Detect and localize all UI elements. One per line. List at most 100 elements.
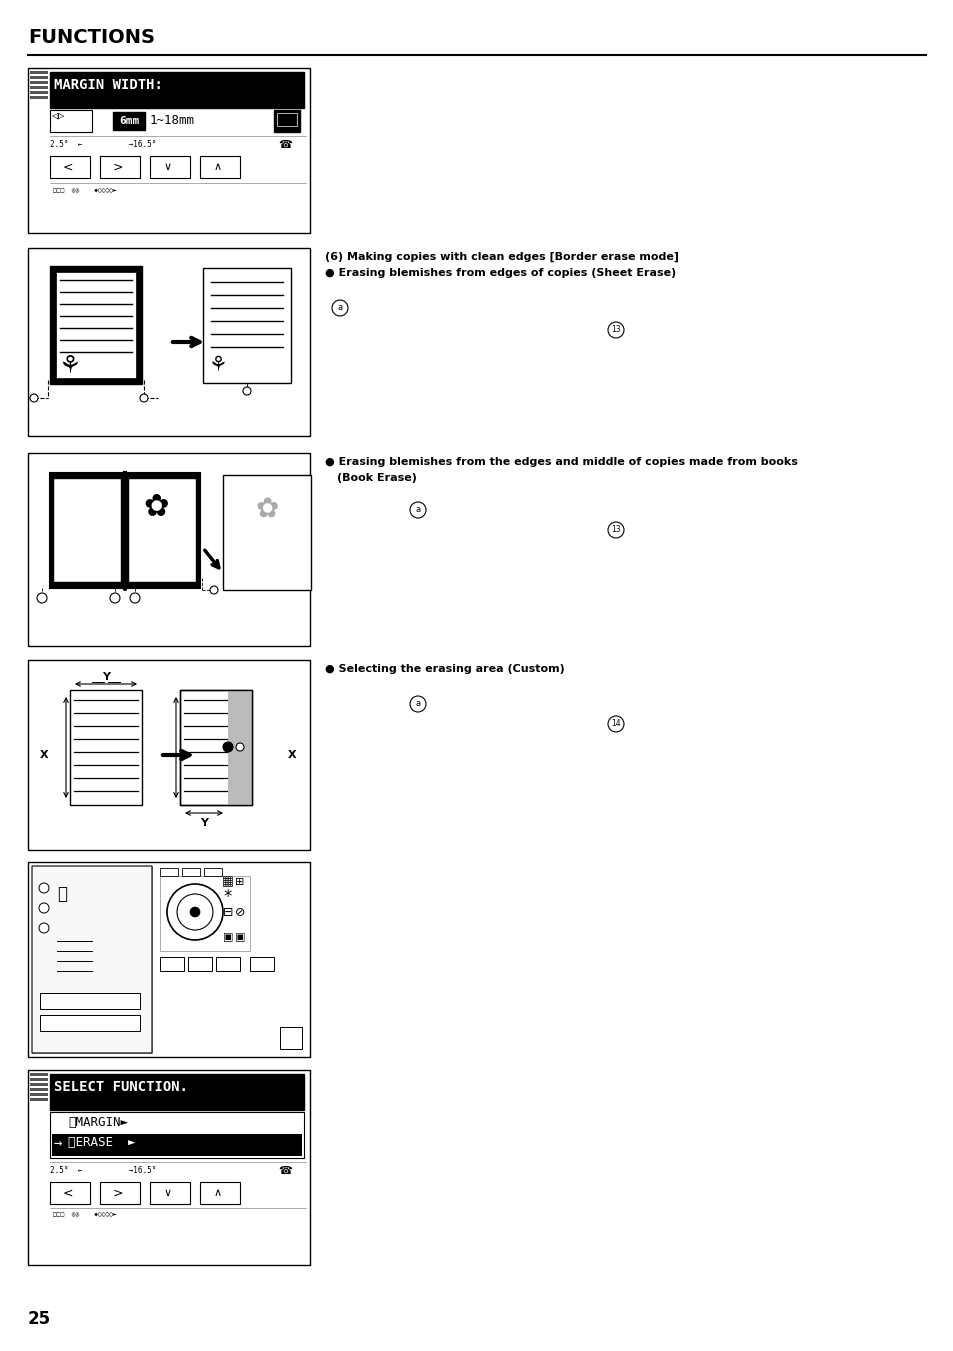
Text: 14: 14 [611, 720, 620, 728]
Bar [56, 272, 136, 378]
Circle shape [37, 593, 47, 603]
Text: a: a [415, 505, 420, 515]
Text: >: > [112, 161, 123, 173]
Text: >: > [112, 1186, 123, 1200]
Circle shape [607, 716, 623, 732]
Bar [160, 957, 184, 971]
Text: MARGIN WIDTH:: MARGIN WIDTH: [54, 78, 163, 92]
Bar [160, 875, 250, 951]
Bar [30, 81, 48, 84]
Bar [30, 1073, 48, 1075]
Bar [50, 1182, 90, 1204]
Circle shape [130, 593, 140, 603]
Bar [70, 690, 142, 805]
Circle shape [607, 521, 623, 538]
Text: ☎: ☎ [277, 141, 292, 150]
Text: a: a [415, 700, 420, 708]
Text: ⊘: ⊘ [234, 905, 245, 919]
Bar [28, 249, 310, 436]
Bar [276, 113, 296, 126]
Bar [30, 1078, 48, 1081]
Text: ▣: ▣ [234, 932, 245, 942]
Bar [215, 957, 240, 971]
Text: 2.5°  ←          →16.5°: 2.5° ← →16.5° [50, 1166, 156, 1175]
Circle shape [190, 907, 200, 917]
Bar [188, 957, 212, 971]
Text: X: X [40, 750, 49, 761]
Circle shape [140, 394, 148, 403]
Bar [50, 155, 90, 178]
Bar [28, 1070, 310, 1265]
Bar [30, 1084, 48, 1086]
Text: ✿: ✿ [143, 493, 169, 521]
Text: Y: Y [200, 817, 208, 828]
Circle shape [410, 503, 426, 517]
Bar [160, 867, 178, 875]
Bar [32, 866, 152, 1052]
Bar [182, 867, 200, 875]
Text: <: < [63, 1186, 73, 1200]
Text: ⚘: ⚘ [58, 354, 80, 378]
Circle shape [39, 884, 49, 893]
Text: →: → [54, 1136, 62, 1150]
Bar [30, 96, 48, 99]
Text: 25: 25 [28, 1310, 51, 1328]
Text: 6mm: 6mm [119, 116, 139, 126]
Text: ⌣: ⌣ [57, 885, 67, 902]
Text: ②ERASE  ►: ②ERASE ► [68, 1136, 135, 1148]
FancyBboxPatch shape [32, 866, 152, 1052]
Bar [228, 690, 252, 805]
Text: ∧: ∧ [213, 1188, 222, 1198]
Text: (6) Making copies with clean edges [Border erase mode]: (6) Making copies with clean edges [Bord… [325, 253, 679, 262]
Bar [125, 473, 200, 588]
Text: 13: 13 [611, 326, 620, 335]
Text: SELECT FUNCTION.: SELECT FUNCTION. [54, 1079, 188, 1094]
Text: □□□  ◎◎    ◆○○○○►: □□□ ◎◎ ◆○○○○► [53, 1212, 116, 1217]
Bar [30, 1093, 48, 1096]
Text: ☎: ☎ [277, 1166, 292, 1175]
Text: ⊞: ⊞ [235, 877, 244, 888]
Bar [50, 473, 125, 588]
Bar [30, 76, 48, 78]
Text: ⚘: ⚘ [209, 355, 228, 376]
Bar [203, 267, 291, 382]
Text: ● Erasing blemishes from the edges and middle of copies made from books: ● Erasing blemishes from the edges and m… [325, 457, 797, 467]
Circle shape [607, 322, 623, 338]
Text: 2.5°  ←          →16.5°: 2.5° ← →16.5° [50, 141, 156, 149]
Bar [180, 690, 252, 805]
Bar [30, 86, 48, 89]
Circle shape [235, 743, 244, 751]
Circle shape [410, 696, 426, 712]
Text: ∨: ∨ [164, 1188, 172, 1198]
Bar [50, 109, 91, 132]
Bar [250, 957, 274, 971]
Bar [30, 1088, 48, 1092]
Bar [30, 91, 48, 95]
Text: ①MARGIN►: ①MARGIN► [68, 1116, 128, 1129]
Circle shape [167, 884, 223, 940]
Bar [129, 480, 195, 582]
Text: X: X [288, 750, 296, 761]
Bar [112, 112, 145, 130]
Text: ✿: ✿ [255, 494, 278, 523]
Bar [28, 862, 310, 1056]
Circle shape [210, 586, 218, 594]
Bar [180, 690, 252, 805]
Bar [50, 1112, 304, 1158]
Bar [40, 993, 140, 1009]
Bar [30, 72, 48, 74]
Text: Y: Y [102, 671, 110, 682]
Text: ▣: ▣ [222, 932, 233, 942]
Bar [28, 661, 310, 850]
Text: ∧: ∧ [213, 162, 222, 172]
Bar [50, 266, 142, 384]
Circle shape [110, 593, 120, 603]
Bar [28, 453, 310, 646]
Bar [204, 867, 222, 875]
Bar [100, 155, 140, 178]
Bar [223, 476, 311, 590]
Text: <: < [63, 161, 73, 173]
Circle shape [223, 742, 233, 753]
Bar [50, 72, 304, 108]
Text: 13: 13 [611, 526, 620, 535]
